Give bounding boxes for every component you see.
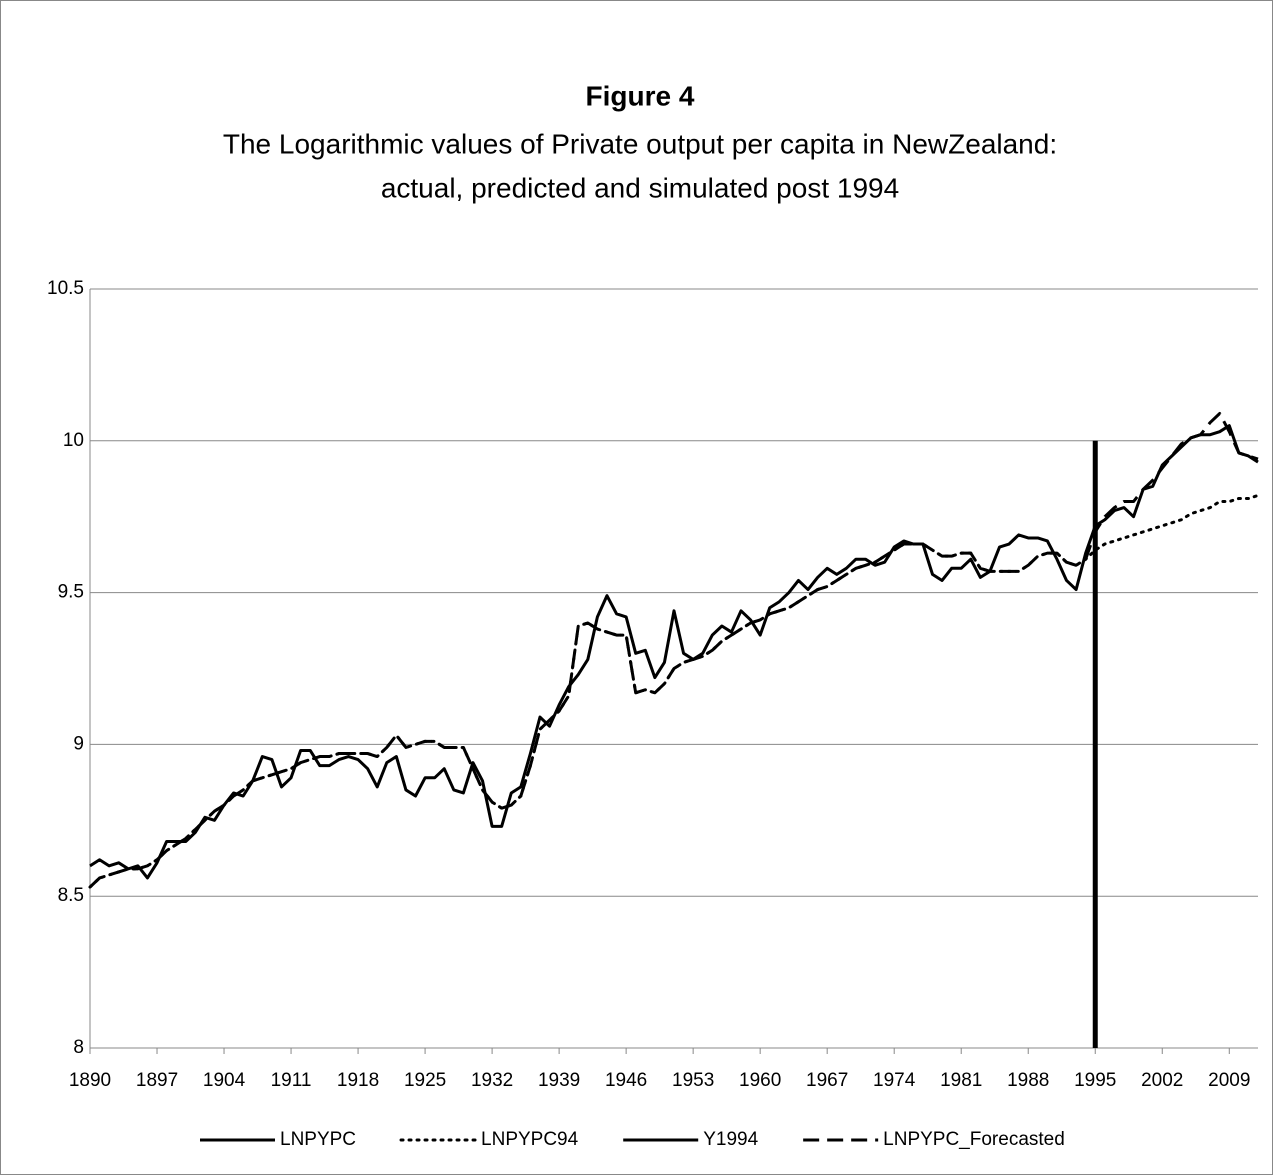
x-tick-label: 1960: [739, 1070, 781, 1091]
x-tick-label: 1981: [940, 1070, 982, 1091]
y-tick-label: 9: [73, 733, 84, 754]
y-tick-label: 8: [73, 1037, 84, 1058]
legend-label: LNPYPC_Forecasted: [883, 1129, 1065, 1150]
x-tick-label: 1918: [337, 1070, 379, 1091]
x-tick-label: 1953: [672, 1070, 714, 1091]
legend-label: Y1994: [703, 1129, 758, 1150]
y-tick-label: 8.5: [58, 885, 84, 906]
series-line: [89, 424, 1259, 880]
x-tick-label: 1890: [69, 1070, 111, 1091]
y-tick-label: 10.5: [47, 278, 84, 299]
chart-title: Figure 4: [586, 80, 695, 111]
x-tick-label: 1967: [806, 1070, 848, 1091]
legend-label: LNPYPC94: [481, 1129, 579, 1150]
x-tick-label: 1946: [605, 1070, 647, 1091]
x-tick-label: 1974: [873, 1070, 916, 1091]
x-tick-label: 1932: [471, 1070, 513, 1091]
x-tick-label: 1939: [538, 1070, 580, 1091]
x-tick-label: 1995: [1074, 1070, 1116, 1091]
x-tick-label: 1904: [203, 1070, 246, 1091]
x-tick-label: 1925: [404, 1070, 446, 1091]
x-tick-label: 2009: [1208, 1070, 1250, 1091]
y-tick-label: 9.5: [58, 582, 84, 603]
series-line: [88, 411, 1259, 889]
legend-label: LNPYPC: [280, 1129, 356, 1150]
x-tick-label: 2002: [1141, 1070, 1183, 1091]
x-tick-label: 1897: [136, 1070, 178, 1091]
x-tick-label: 1988: [1007, 1070, 1049, 1091]
y-tick-label: 10: [63, 430, 84, 451]
x-tick-label: 1911: [271, 1070, 312, 1091]
chart-subtitle: actual, predicted and simulated post 199…: [381, 172, 899, 203]
chart-subtitle: The Logarithmic values of Private output…: [223, 128, 1057, 159]
